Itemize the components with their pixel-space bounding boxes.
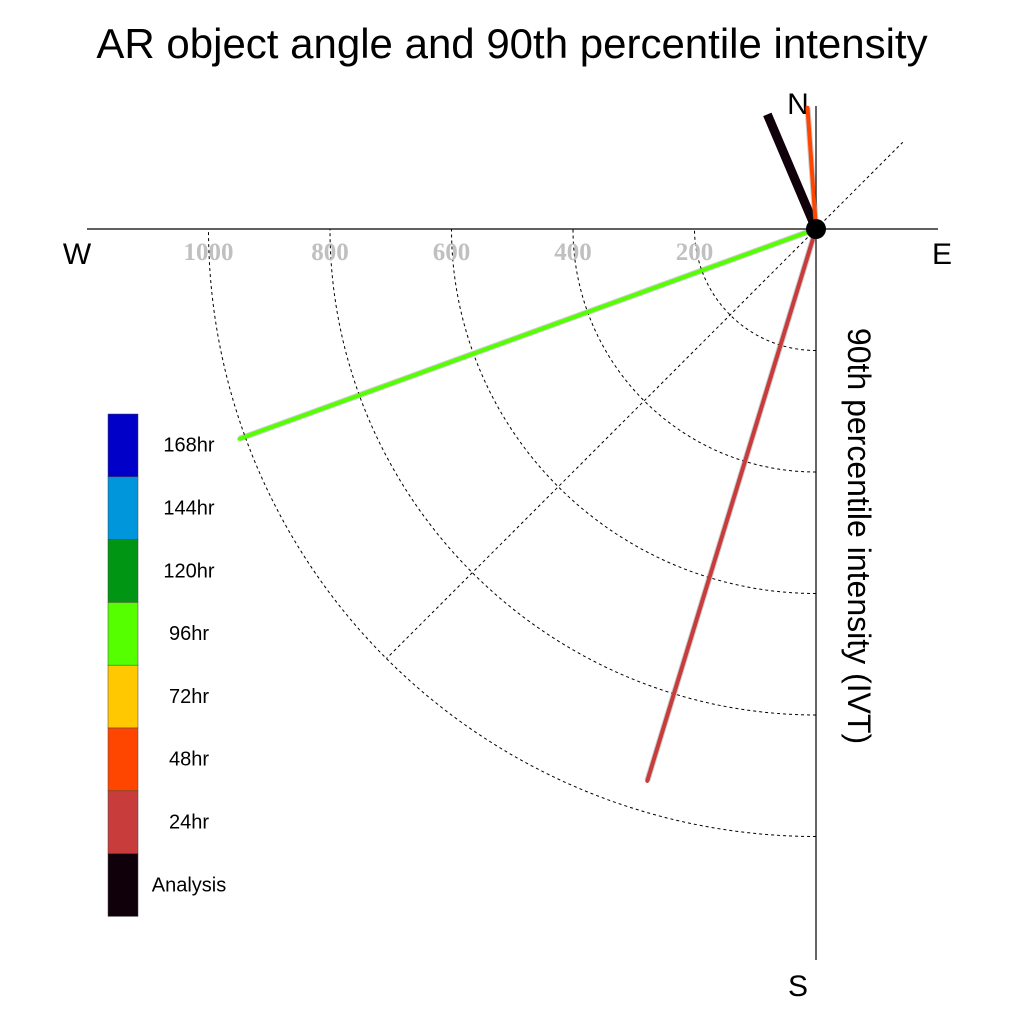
legend-label-96hr: 96hr: [169, 623, 209, 645]
range-ring-600: [451, 228, 817, 594]
legend-label-48hr: 48hr: [169, 749, 209, 771]
range-ring-400: [572, 228, 817, 473]
range-ring-800: [329, 228, 817, 716]
legend-swatch-144hr: [107, 476, 139, 540]
compass-south: S: [788, 970, 808, 1003]
diagonal-guide-ne: [815, 141, 904, 230]
radial-tick-label: 200: [676, 239, 714, 266]
legend-swatch-120hr: [107, 539, 139, 603]
chart-title: AR object angle and 90th percentile inte…: [96, 20, 927, 67]
legend-label-24hr: 24hr: [169, 811, 209, 833]
legend-label-analysis: Analysis: [152, 874, 226, 896]
legend-swatch-24hr: [107, 790, 139, 854]
legend-swatch-168hr: [107, 413, 139, 478]
range-ring-1000: [208, 228, 817, 837]
series-line-48hr: [805, 105, 818, 231]
legend-label-144hr: 144hr: [163, 497, 214, 519]
radial-tick-label: 1000: [184, 239, 234, 266]
legend-swatch-96hr: [107, 602, 139, 666]
legend-swatch-analysis: [107, 853, 139, 917]
compass-north: N: [787, 88, 809, 121]
series-outline-analysis: [763, 112, 821, 231]
legend-label-120hr: 120hr: [163, 560, 214, 582]
legend-swatch-72hr: [107, 664, 139, 729]
legend-swatch-48hr: [107, 727, 139, 792]
legend: 168hr 144hr 120hr 96hr 72hr 48hr 24hr Analysis: [107, 413, 226, 917]
radial-tick-label: 800: [311, 239, 349, 266]
radial-tick-label: 400: [554, 239, 592, 266]
series-line-96hr: [237, 227, 818, 441]
legend-label-168hr: 168hr: [163, 435, 214, 457]
series-line-24hr: [645, 227, 818, 783]
series-lines: [237, 105, 821, 783]
compass-east: E: [932, 238, 952, 271]
diagonal-guide-sw: [386, 228, 817, 659]
radial-axis-label: 90th percentile intensity (IVT): [841, 328, 877, 744]
compass-west: W: [63, 238, 92, 271]
center-point: [806, 219, 826, 239]
range-ring-200: [694, 228, 817, 351]
chart-grid: [208, 141, 904, 837]
radial-tick-labels: 200 400 600 800 1000: [184, 239, 714, 266]
radial-tick-label: 600: [433, 239, 471, 266]
legend-label-72hr: 72hr: [169, 686, 209, 708]
